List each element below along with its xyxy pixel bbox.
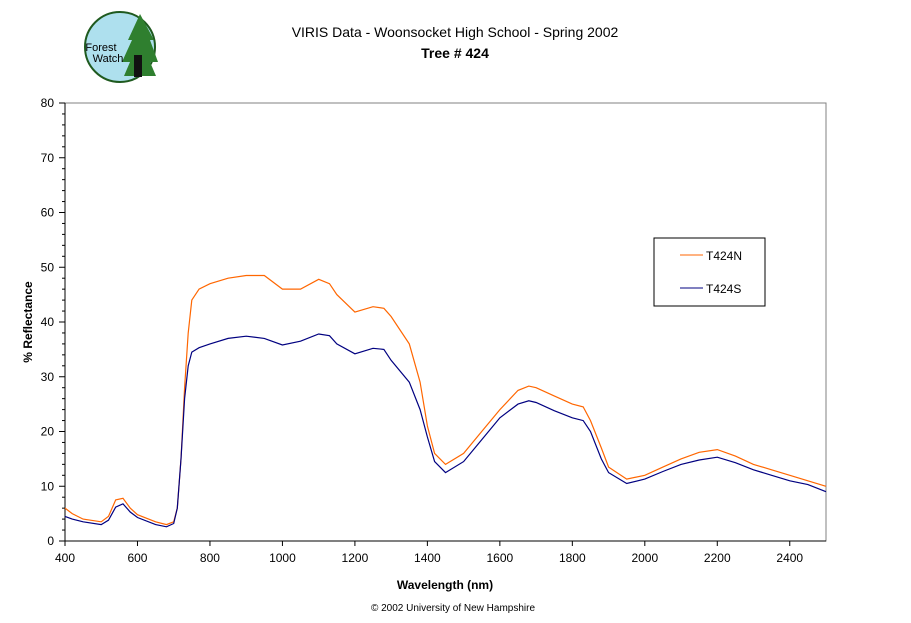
series-line-t424n — [64, 274, 827, 526]
legend-label-t424n: T424N — [706, 249, 742, 263]
x-tick-label: 1400 — [414, 551, 441, 565]
x-tick-label: 1200 — [342, 551, 369, 565]
y-tick-label: 30 — [41, 370, 55, 384]
y-tick-label: 10 — [41, 479, 55, 493]
y-tick-label: 50 — [41, 260, 55, 274]
copyright-footer: © 2002 University of New Hampshire — [371, 603, 536, 614]
x-tick-label: 2400 — [776, 551, 803, 565]
x-tick-label: 2000 — [631, 551, 658, 565]
x-tick-label: 1600 — [487, 551, 514, 565]
legend-label-t424s: T424S — [706, 282, 741, 296]
plot-area — [64, 102, 827, 542]
y-tick-label: 60 — [41, 206, 55, 220]
chart-title: VIRIS Data - Woonsocket High School - Sp… — [292, 24, 619, 40]
y-tick-label: 0 — [47, 534, 54, 548]
forest-watch-logo: Forest Watch — [84, 11, 158, 83]
y-tick-label: 70 — [41, 151, 55, 165]
logo-text-2: Watch — [93, 53, 124, 65]
x-tick-label: 1800 — [559, 551, 586, 565]
y-axis-label: % Reflectance — [21, 281, 35, 363]
x-tick-label: 600 — [127, 551, 147, 565]
y-tick-label: 40 — [41, 315, 55, 329]
series-line-t424s — [64, 333, 827, 528]
x-tick-label: 2200 — [704, 551, 731, 565]
y-tick-label: 20 — [41, 425, 55, 439]
x-tick-label: 1000 — [269, 551, 296, 565]
x-tick-label: 400 — [55, 551, 75, 565]
logo-text-1: Forest — [85, 42, 116, 54]
x-axis-label: Wavelength (nm) — [397, 578, 493, 592]
x-tick-label: 800 — [200, 551, 220, 565]
chart-subtitle: Tree # 424 — [421, 45, 489, 61]
legend: T424N T424S — [653, 237, 766, 307]
y-tick-label: 80 — [41, 96, 55, 110]
